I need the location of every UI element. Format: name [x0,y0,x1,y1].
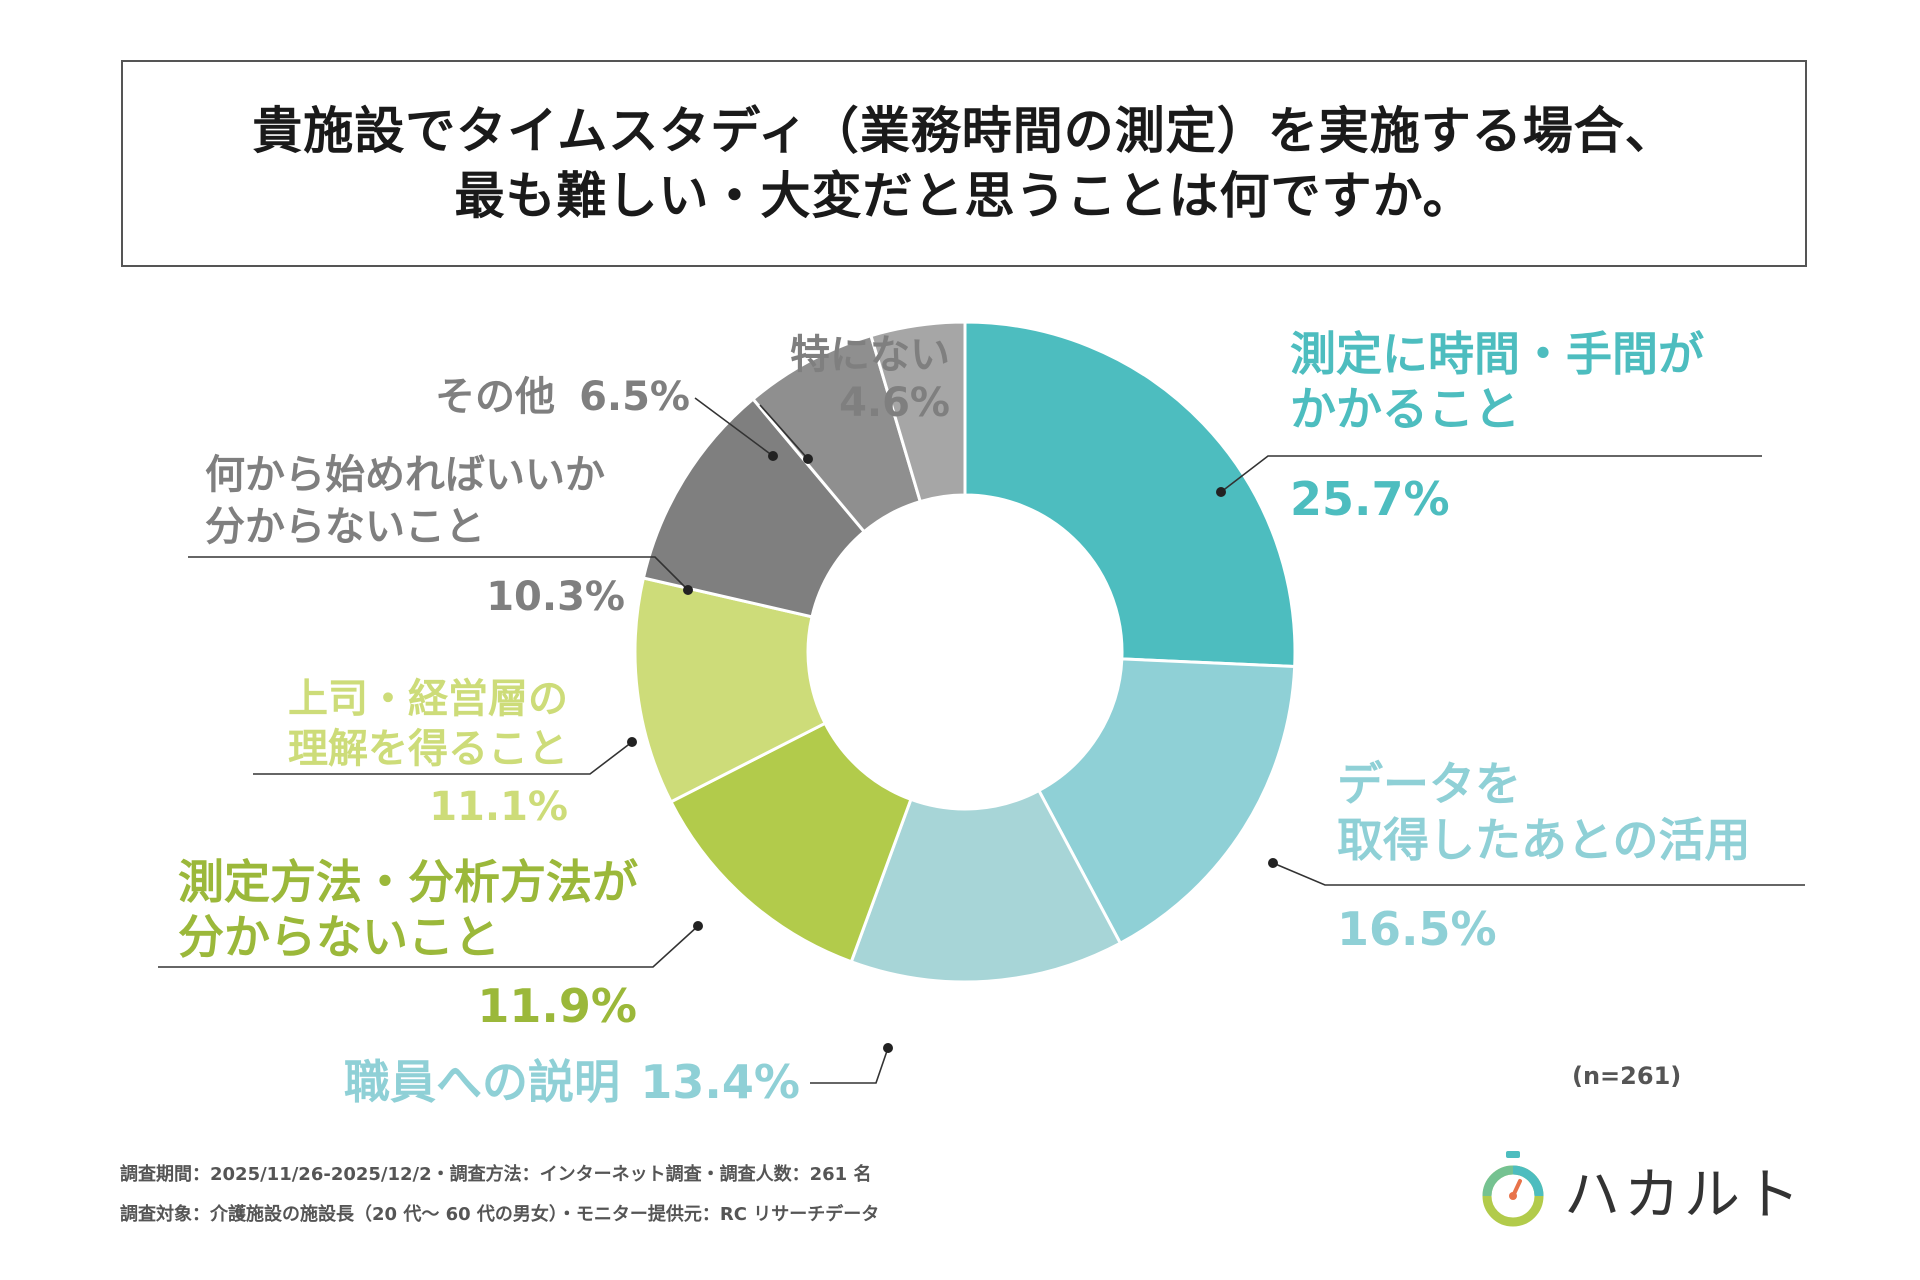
slice-label-line: 上司・経営層の [288,676,568,722]
slice-label-line: 何から始めればいいか [205,452,605,498]
slice-value-label: 13.4% [640,1055,800,1109]
donut-slice-1 [963,320,1297,669]
leader-dot [627,737,637,747]
leader-dot [1268,858,1278,868]
leader-line [810,1047,889,1084]
leader-line [253,741,633,775]
leader-dot [1216,487,1226,497]
donut-slice-5 [633,576,828,804]
slice-label-group-7: その他 6.5% [435,374,778,461]
chart-title-line-2: 最も難しい・大変だと思うことは何ですか。 [454,166,1474,225]
slice-value-label: 10.3% [486,574,625,620]
slice-value-label: 4.6% [839,380,950,426]
leader-dot [693,921,703,931]
leader-line [759,404,809,460]
donut-slice-2 [1036,657,1297,946]
brand-logo: ハカルト [1480,1150,1804,1230]
leader-line [1272,862,1805,886]
slice-label-line: 理解を得ること [288,726,568,772]
leader-dot [803,454,813,464]
stopwatch-icon [1482,1151,1544,1227]
leader-line [694,397,774,457]
slice-label-line: かかること [1290,382,1520,436]
slice-value-label: 11.1% [429,784,568,830]
donut-slice-4 [668,721,913,964]
logo-text: ハカルト [1564,1162,1804,1228]
slice-label: 職員への説明 [344,1055,620,1109]
slice-value-label: 6.5% [579,374,690,420]
slice-label-line: 分からないこと [178,910,500,964]
slice-value-label: 25.7% [1290,472,1450,526]
slice-label-line: 分からないこと [205,504,485,550]
slice-label-group-3: 職員への説明 13.4% [344,1043,893,1109]
slice-value-label: 16.5% [1337,902,1497,956]
donut-slice-8 [869,320,967,504]
donut-slice-3 [849,788,1123,984]
chart-title-line-1: 貴施設でタイムスタディ（業務時間の測定）を実施する場合、 [252,101,1676,160]
slice-label-line: 取得したあとの活用 [1337,813,1751,867]
sample-size-note: (n=261) [1572,1062,1682,1090]
survey-footnote-1: 調査期間：2025/11/26-2025/12/2・調査方法：インターネット調査… [120,1164,872,1185]
slice-label-line: 測定方法・分析方法が [178,855,638,909]
chart-title-box: 貴施設でタイムスタディ（業務時間の測定）を実施する場合、 最も難しい・大変だと思… [121,60,1807,267]
slice-label-line: 特にない [790,332,950,378]
leader-dot [768,451,778,461]
survey-footnote-2: 調査対象：介護施設の施設長（20 代〜 60 代の男女）・モニター提供元：RC … [120,1204,880,1225]
leader-line [158,925,699,968]
slice-label-line: データを [1337,757,1521,811]
slice-label-line: 測定に時間・手間が [1290,327,1704,381]
leader-line [188,556,689,591]
leader-dot [883,1043,893,1053]
slice-label: その他 [435,374,555,420]
donut-slice-6 [641,396,867,619]
leader-dot [683,585,693,595]
slice-value-label: 11.9% [477,979,637,1033]
leader-line [1220,455,1762,493]
